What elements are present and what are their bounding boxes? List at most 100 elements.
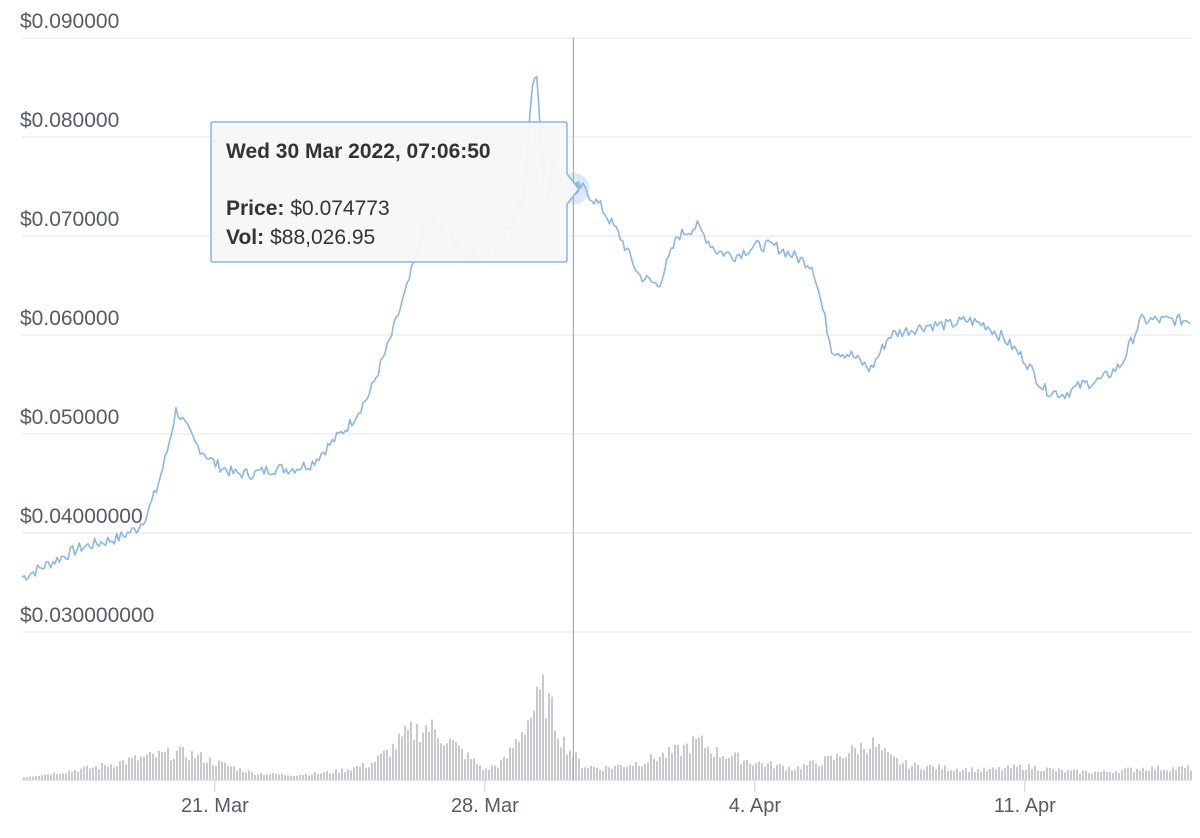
- volume-bar: [1094, 771, 1096, 780]
- volume-bar: [989, 768, 991, 780]
- volume-bar: [803, 764, 805, 780]
- volume-bar: [368, 767, 370, 780]
- volume-bar: [161, 752, 163, 780]
- volume-bar: [527, 720, 529, 780]
- volume-bar: [1190, 770, 1192, 780]
- volume-bar: [146, 754, 148, 780]
- volume-bar: [698, 737, 700, 780]
- volume-bar: [680, 755, 682, 780]
- volume-bar: [488, 769, 490, 780]
- volume-bar: [1103, 770, 1105, 780]
- volume-bar: [1064, 772, 1066, 780]
- y-tick-label: $0.070000: [20, 208, 119, 231]
- volume-bar: [362, 762, 364, 780]
- volume-bar: [386, 749, 388, 780]
- volume-bar: [137, 760, 139, 780]
- volume-bar: [1061, 769, 1063, 780]
- volume-bar: [203, 762, 205, 780]
- volume-bar: [986, 771, 988, 780]
- volume-bar: [92, 767, 94, 780]
- volume-bar: [791, 770, 793, 780]
- y-tick-label: $0.050000: [20, 406, 119, 429]
- volume-bar: [929, 765, 931, 780]
- volume-bar: [431, 719, 433, 780]
- volume-bar: [164, 751, 166, 780]
- tooltip: Wed 30 Mar 2022, 07:06:50 Price: $0.07477…: [210, 121, 580, 263]
- volume-bar: [686, 743, 688, 780]
- volume-bar: [638, 765, 640, 780]
- volume-bar: [149, 752, 151, 780]
- volume-bar: [227, 766, 229, 780]
- volume-bar: [479, 765, 481, 780]
- volume-bar: [1025, 769, 1027, 780]
- volume-bar: [815, 763, 817, 780]
- volume-bar: [83, 766, 85, 780]
- volume-bar: [842, 758, 844, 780]
- volume-bar: [782, 765, 784, 780]
- volume-bar: [920, 769, 922, 780]
- volume-bar: [884, 747, 886, 780]
- volume-bar: [542, 674, 544, 780]
- volume-bar: [503, 756, 505, 780]
- volume-bar: [749, 763, 751, 780]
- volume-bar: [329, 773, 331, 780]
- volume-bar: [1145, 770, 1147, 780]
- volume-bar: [512, 748, 514, 780]
- volume-bar: [197, 754, 199, 780]
- volume-bar: [827, 756, 829, 780]
- volume-bar: [509, 747, 511, 780]
- volume-bar: [1133, 771, 1135, 780]
- y-tick-label: $0.060000: [20, 307, 119, 330]
- volume-bar: [992, 767, 994, 780]
- volume-bar: [623, 767, 625, 780]
- volume-bar: [248, 770, 250, 780]
- volume-bar: [944, 765, 946, 780]
- volume-bar: [275, 774, 277, 780]
- volume-bar: [443, 745, 445, 780]
- volume-bar: [287, 775, 289, 780]
- volume-bar: [266, 774, 268, 780]
- volume-bar: [926, 766, 928, 780]
- volume-bar: [578, 758, 580, 780]
- volume-bar: [506, 758, 508, 780]
- volume-bar: [1052, 768, 1054, 780]
- volume-bar: [932, 766, 934, 780]
- volume-bar: [335, 769, 337, 780]
- volume-bar: [701, 735, 703, 780]
- volume-bar: [602, 771, 604, 780]
- volume-bar: [704, 748, 706, 780]
- volume-bar: [950, 770, 952, 780]
- volume-bar: [1181, 766, 1183, 780]
- volume-bar: [407, 729, 409, 780]
- volume-bar: [656, 761, 658, 780]
- tooltip-vol-label: Vol:: [226, 226, 264, 249]
- volume-bar: [467, 752, 469, 780]
- volume-bar: [236, 770, 238, 780]
- volume-bar: [224, 762, 226, 780]
- volume-bar: [788, 766, 790, 780]
- y-axis-labels: $0.030000000 $0.04000000 $0.050000 $0.06000…: [20, 10, 154, 627]
- volume-bar: [359, 767, 361, 780]
- volume-bar: [158, 750, 160, 780]
- volume-bar: [620, 765, 622, 780]
- volume-bar: [338, 772, 340, 780]
- volume-bar: [389, 756, 391, 780]
- volume-bar: [734, 752, 736, 780]
- volume-bar: [869, 748, 871, 780]
- volume-bar: [1178, 766, 1180, 780]
- volume-bar: [518, 741, 520, 780]
- volume-bar: [1106, 772, 1108, 780]
- y-tick-label: $0.080000: [20, 109, 119, 132]
- volume-bar: [437, 738, 439, 780]
- volume-bar: [1016, 766, 1018, 780]
- volume-bar: [1157, 765, 1159, 780]
- volume-bar: [464, 759, 466, 780]
- volume-bar: [662, 752, 664, 780]
- volume-bar: [737, 752, 739, 780]
- volume-bar: [545, 718, 547, 780]
- volume-bar: [1136, 769, 1138, 780]
- volume-bar: [548, 692, 550, 780]
- volume-bar: [896, 758, 898, 780]
- volume-bar: [599, 769, 601, 780]
